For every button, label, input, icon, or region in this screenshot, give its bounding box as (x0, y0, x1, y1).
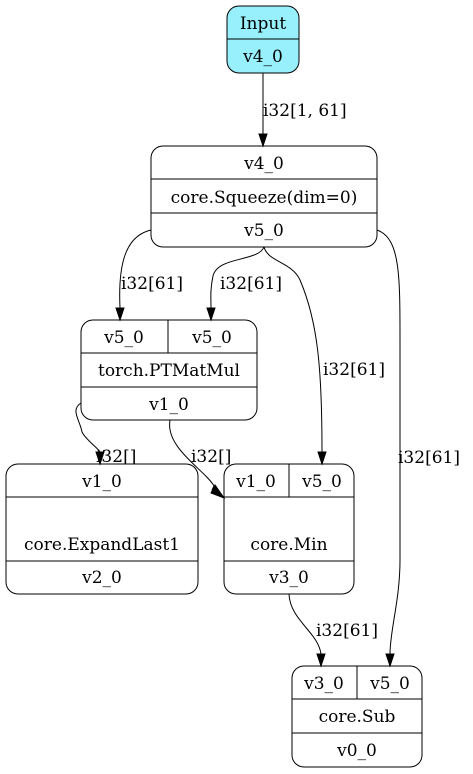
node-matmul-input-a: v5_0 (103, 328, 144, 348)
edge-squeeze-to-min: i32[61] (264, 247, 385, 464)
edge-matmul-to-expand-label: i32[] (96, 447, 136, 467)
node-matmul-input-b: v5_0 (191, 328, 232, 348)
edge-squeeze-to-sub-label: i32[61] (398, 448, 460, 468)
node-sub-op: core.Sub (319, 707, 396, 727)
node-input-output: v4_0 (242, 47, 283, 67)
node-sub-output: v0_0 (336, 741, 377, 761)
node-matmul-op: torch.PTMatMul (98, 361, 240, 381)
node-input[interactable]: Input v4_0 (227, 6, 299, 73)
node-squeeze-input: v4_0 (243, 154, 284, 174)
edge-squeeze-to-matmul-b: i32[61] (207, 247, 282, 320)
node-matmul[interactable]: v5_0 v5_0 torch.PTMatMul v1_0 (81, 320, 257, 420)
node-min-input-b: v5_0 (301, 472, 342, 492)
node-squeeze-op: core.Squeeze(dim=0) (171, 188, 358, 208)
node-expand-input: v1_0 (81, 472, 122, 492)
node-min-op: core.Min (250, 535, 327, 555)
edge-squeeze-to-sub: i32[61] (377, 230, 460, 666)
node-expand-op: core.ExpandLast1 (24, 535, 180, 555)
edge-input-to-squeeze: i32[1, 61] (259, 73, 347, 146)
node-min[interactable]: v1_0 v5_0 core.Min v3_0 (224, 464, 354, 594)
node-expand[interactable]: v1_0 core.ExpandLast1 v2_0 (6, 464, 198, 594)
node-sub[interactable]: v3_0 v5_0 core.Sub v0_0 (292, 666, 422, 767)
edge-input-to-squeeze-label: i32[1, 61] (263, 101, 347, 121)
node-sub-input-b: v5_0 (369, 674, 410, 694)
node-input-title: Input (240, 14, 286, 34)
edge-squeeze-to-min-label: i32[61] (323, 360, 385, 380)
edge-min-to-sub-label: i32[61] (316, 621, 378, 641)
edge-squeeze-to-matmul-b-label: i32[61] (220, 274, 282, 294)
node-expand-output: v2_0 (81, 568, 122, 588)
node-matmul-output: v1_0 (148, 395, 189, 415)
node-squeeze[interactable]: v4_0 core.Squeeze(dim=0) v5_0 (151, 146, 377, 247)
node-min-output: v3_0 (268, 568, 309, 588)
node-squeeze-output: v5_0 (243, 221, 284, 241)
node-sub-input-a: v3_0 (303, 674, 344, 694)
edge-matmul-to-min-label: i32[] (191, 447, 231, 467)
edge-min-to-sub: i32[61] (289, 594, 378, 666)
edge-squeeze-to-matmul-a-label: i32[61] (121, 274, 183, 294)
node-min-input-a: v1_0 (235, 472, 276, 492)
